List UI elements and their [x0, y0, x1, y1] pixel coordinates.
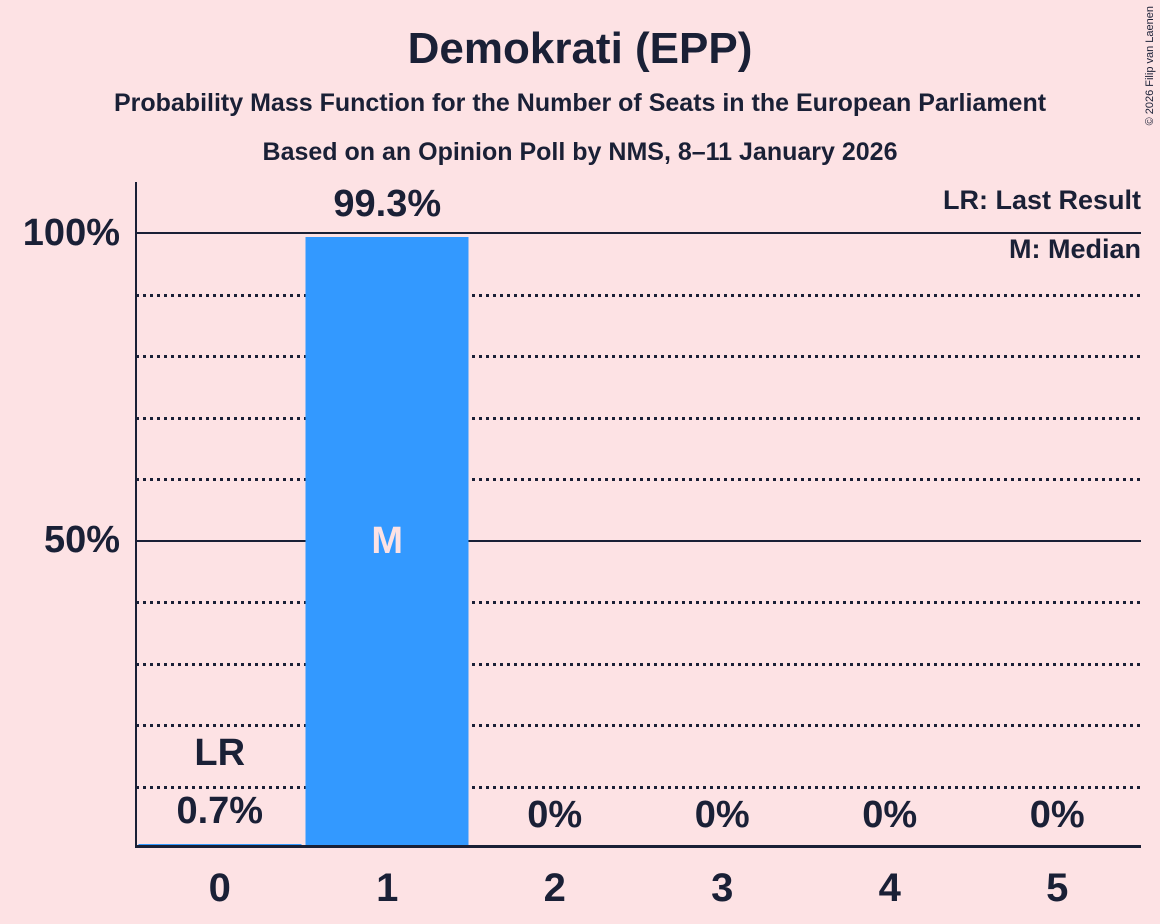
bar-slot-1: M 99.3%	[304, 185, 472, 848]
dotted-gridline-20	[136, 724, 1141, 727]
legend-median: M: Median	[1009, 234, 1141, 264]
dotted-gridline-90	[136, 294, 1141, 297]
bar-slot-2: 0%	[471, 233, 639, 848]
bar-slot-3: 0%	[639, 233, 807, 848]
chart-subtitle-line1: Probability Mass Function for the Number…	[113, 89, 1047, 117]
x-axis-line	[135, 845, 1141, 848]
x-axis-labels-row: 0 1 2 3 4 5	[136, 868, 1141, 914]
bar-seats-1	[305, 237, 469, 848]
y-axis-tick-label-100: 100%	[22, 212, 120, 254]
last-result-marker: LR	[194, 732, 246, 774]
solid-gridline-100	[136, 232, 1141, 234]
dotted-gridline-80	[136, 355, 1141, 358]
bar-slot-0: LR 0.7%	[136, 233, 304, 848]
x-axis-tick-label-4: 4	[878, 866, 901, 910]
copyright-notice: © 2026 Filip van Laenen	[1144, 6, 1156, 126]
y-axis-tick-label-50: 50%	[43, 519, 120, 561]
solid-gridline-50	[136, 540, 1141, 542]
bar-slot-5: 0%	[974, 233, 1142, 848]
x-axis-tick-label-2: 2	[543, 866, 566, 910]
dotted-gridline-70	[136, 417, 1141, 420]
x-axis-tick-label-1: 1	[376, 866, 399, 910]
value-label-2: 0%	[527, 794, 583, 836]
dotted-gridline-10	[136, 786, 1141, 789]
dotted-gridline-60	[136, 478, 1141, 481]
value-label-5: 0%	[1029, 794, 1085, 836]
value-label-3: 0%	[694, 794, 750, 836]
value-label-4: 0%	[862, 794, 918, 836]
x-axis-tick-label-5: 5	[1046, 866, 1069, 910]
legend-last-result: LR: Last Result	[942, 185, 1141, 215]
plot-area: LR 0.7% M 99.3% 0% 0% 0% 0%	[136, 185, 1142, 848]
value-label-0: 0.7%	[176, 789, 264, 832]
x-axis-tick-label-3: 3	[711, 866, 734, 910]
dotted-gridline-40	[136, 601, 1141, 604]
y-axis-line	[135, 182, 137, 848]
dotted-gridline-30	[136, 663, 1141, 666]
chart-subtitle-line2: Based on an Opinion Poll by NMS, 8–11 Ja…	[262, 138, 898, 166]
chart-title: Demokrati (EPP)	[407, 24, 753, 73]
bar-slot-4: 0%	[806, 233, 974, 848]
x-axis-tick-label-0: 0	[208, 866, 231, 910]
median-marker: M	[371, 519, 404, 562]
value-label-1: 99.3%	[333, 183, 442, 226]
